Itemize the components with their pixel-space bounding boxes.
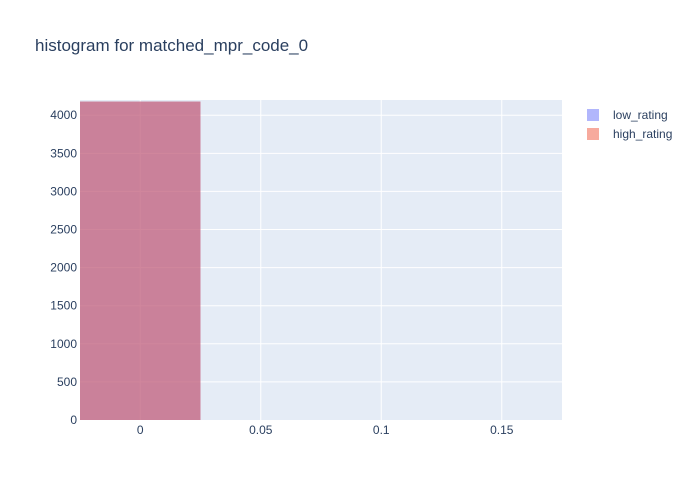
legend[interactable]: low_rating high_rating bbox=[587, 108, 672, 141]
x-tick-label: 0.15 bbox=[490, 423, 514, 437]
y-tick-label: 0 bbox=[70, 413, 77, 427]
y-tick-label: 500 bbox=[57, 375, 77, 389]
legend-label: high_rating bbox=[613, 127, 672, 141]
y-tick-label: 2500 bbox=[50, 223, 77, 237]
y-tick-label: 4000 bbox=[50, 108, 77, 122]
bar-high_rating[interactable] bbox=[80, 101, 201, 421]
legend-swatch bbox=[587, 128, 599, 140]
x-tick-label: 0.05 bbox=[249, 423, 273, 437]
bars bbox=[80, 101, 201, 421]
legend-item-high_rating[interactable]: high_rating bbox=[587, 127, 672, 141]
y-tick-label: 3000 bbox=[50, 184, 77, 198]
x-tick-label: 0.1 bbox=[373, 423, 390, 437]
x-axis-ticks: 0 0.05 0.1 0.15 bbox=[137, 423, 514, 437]
legend-label: low_rating bbox=[613, 108, 668, 122]
y-tick-label: 1500 bbox=[50, 299, 77, 313]
chart-title: histogram for matched_mpr_code_0 bbox=[35, 36, 308, 55]
y-tick-label: 3500 bbox=[50, 146, 77, 160]
x-tick-label: 0 bbox=[137, 423, 144, 437]
y-tick-label: 1000 bbox=[50, 337, 77, 351]
y-axis-ticks: 0 500 1000 1500 2000 2500 3000 3500 4000 bbox=[50, 108, 77, 427]
y-tick-label: 2000 bbox=[50, 261, 77, 275]
legend-item-low_rating[interactable]: low_rating bbox=[587, 108, 668, 122]
legend-swatch bbox=[587, 109, 599, 121]
